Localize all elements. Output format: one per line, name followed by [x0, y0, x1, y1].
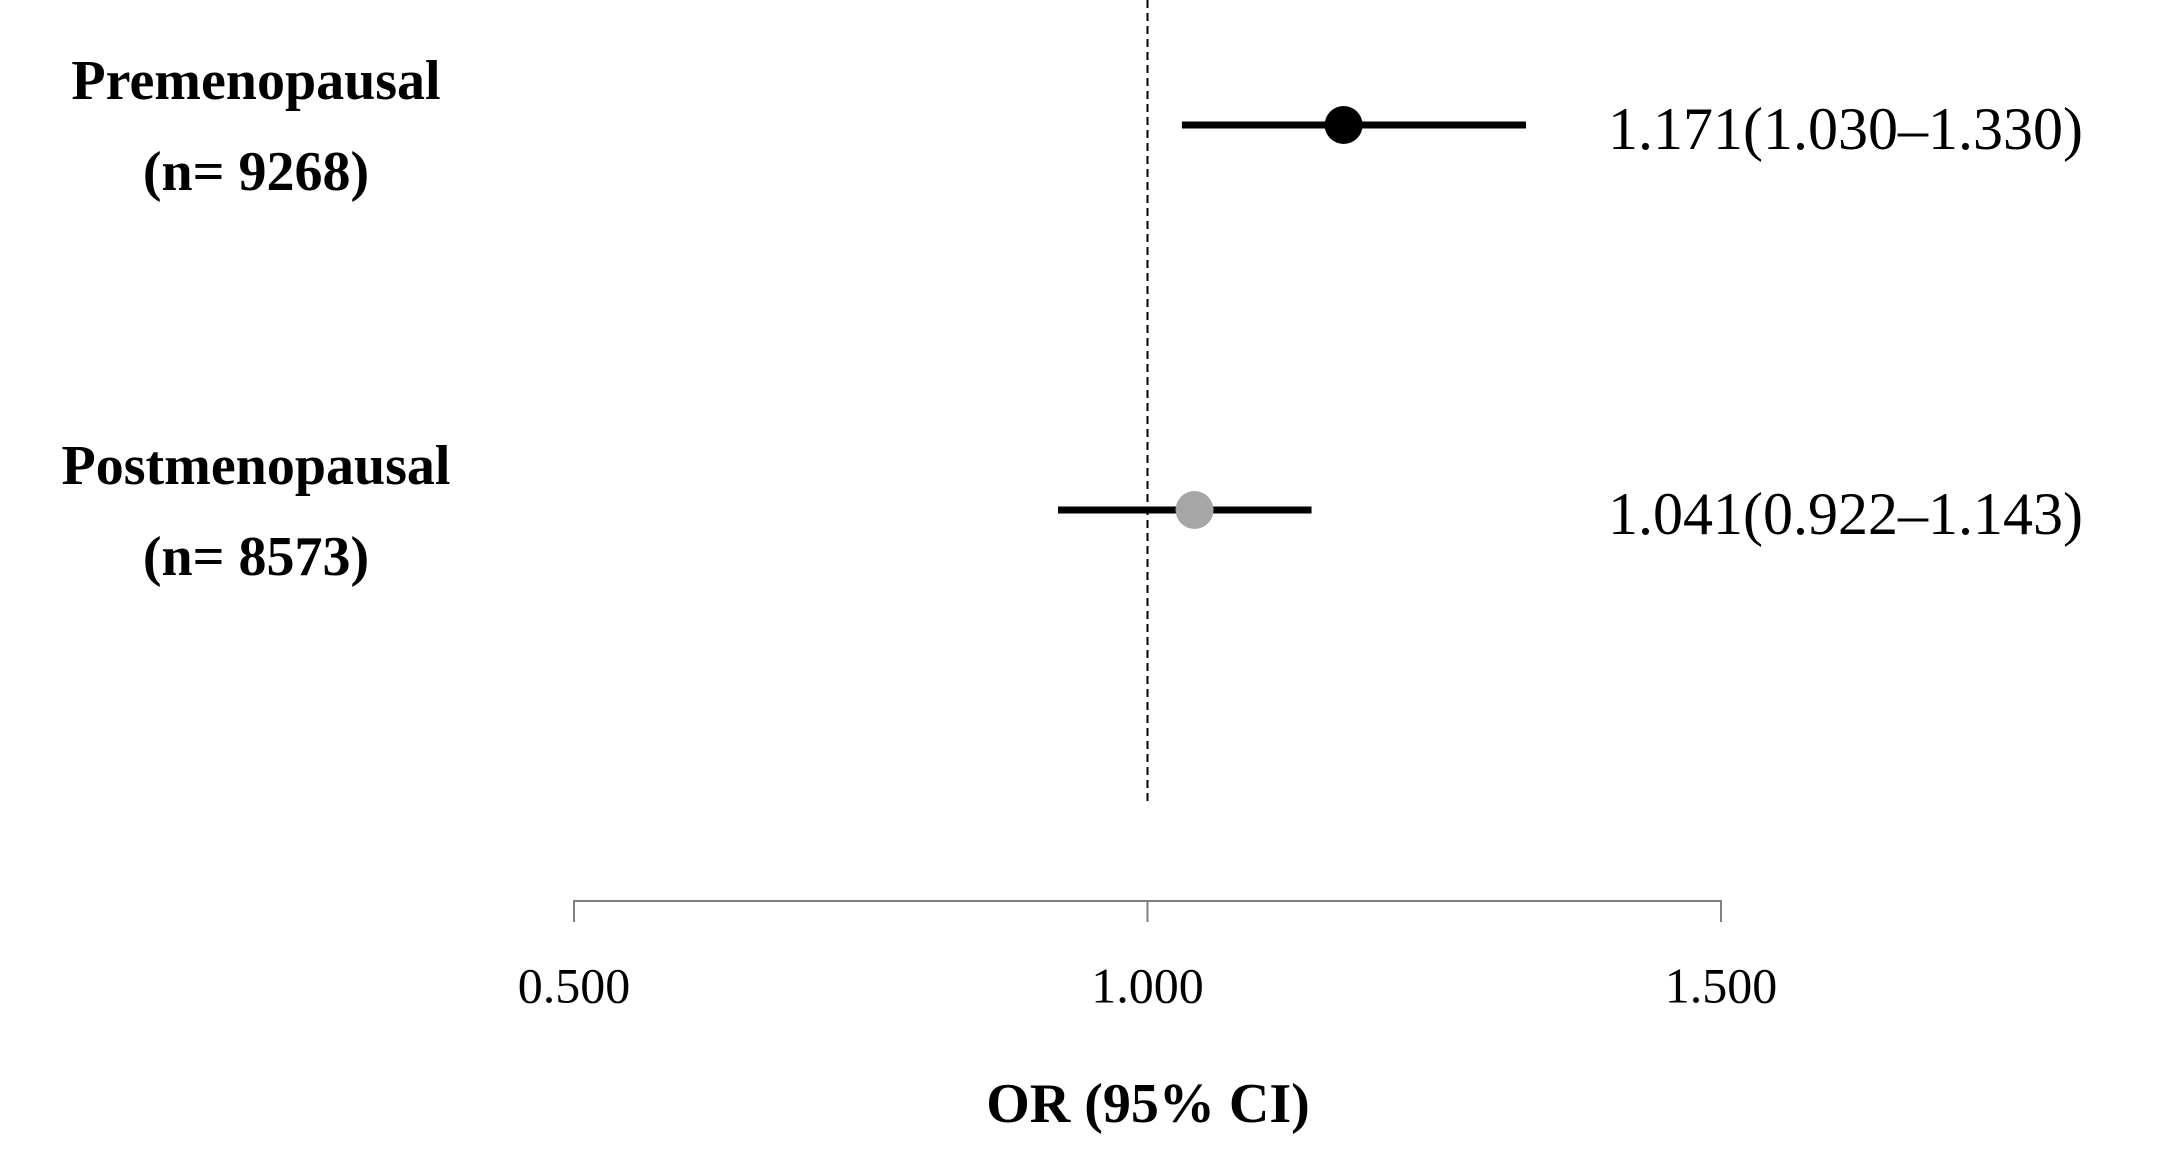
- value-label: 1.171(1.030–1.330): [1608, 96, 2083, 162]
- sample-size-label: (n= 8573): [143, 526, 369, 588]
- category-label: Postmenopausal: [62, 435, 451, 497]
- category-label: Premenopausal: [71, 50, 440, 112]
- x-tick-label: 1.500: [1665, 957, 1778, 1013]
- point-estimate: [1324, 106, 1363, 144]
- point-estimate: [1175, 491, 1214, 529]
- x-tick-label: 1.000: [1091, 957, 1204, 1013]
- x-tick-label: 0.500: [518, 957, 631, 1013]
- sample-size-label: (n= 9268): [143, 141, 369, 203]
- x-axis-label: OR (95% CI): [986, 1073, 1310, 1135]
- value-label: 1.041(0.922–1.143): [1608, 481, 2083, 547]
